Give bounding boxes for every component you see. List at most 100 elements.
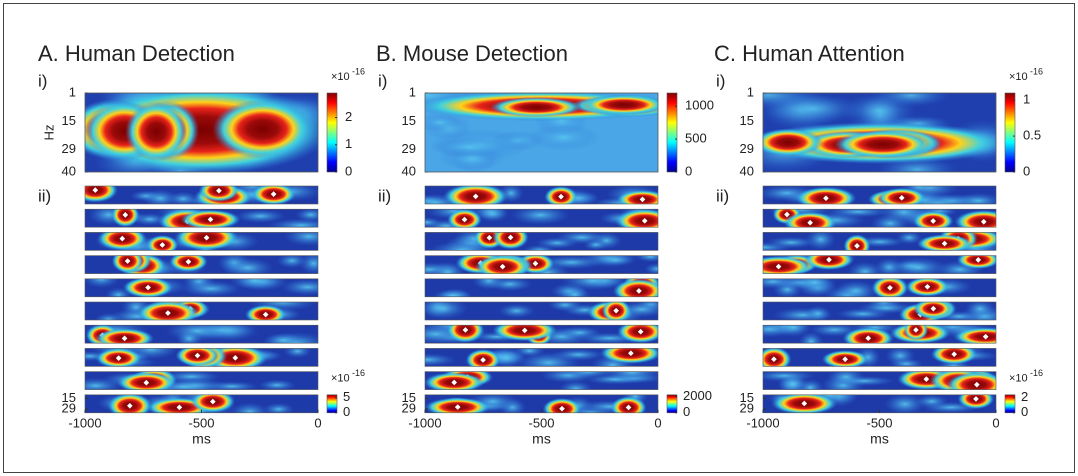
y-tick-label: 1	[69, 84, 76, 99]
peak-marker	[521, 327, 528, 334]
heatmap-soft	[597, 255, 635, 266]
heatmap-soft	[176, 329, 203, 344]
row-label: i)	[716, 71, 725, 90]
colorbar-exponent-base: ×10	[1009, 373, 1028, 385]
x-tick-label: 0	[654, 415, 661, 430]
peak-marker	[771, 356, 777, 363]
heatmap-soft	[432, 289, 472, 297]
y-tick-label: 15	[62, 113, 76, 128]
peak-marker	[975, 257, 982, 263]
heatmap-blob	[763, 348, 792, 367]
peak-marker	[898, 194, 905, 201]
colorbar-exponent-base: ×10	[331, 373, 350, 385]
heatmap	[425, 348, 658, 367]
peak-marker	[472, 193, 479, 200]
heatmap-soft	[889, 358, 924, 367]
peak-marker	[115, 355, 122, 361]
heatmap-blob	[843, 234, 871, 251]
heatmap-soft	[644, 263, 658, 274]
heatmap-soft	[535, 237, 579, 249]
heatmap	[85, 371, 318, 390]
x-label: ms	[192, 431, 211, 447]
heatmap-border	[84, 92, 319, 173]
colorbar-tick-label: 0	[345, 163, 352, 178]
heatmap-border	[424, 208, 659, 228]
heatmap-soft	[559, 380, 593, 390]
heatmap-soft	[229, 278, 280, 290]
heatmap-border	[84, 278, 319, 298]
peak-marker	[613, 307, 619, 314]
heatmap-border	[424, 371, 659, 390]
peak-marker	[637, 328, 644, 335]
heatmap-blob	[490, 97, 583, 118]
heatmap-soft	[510, 209, 571, 225]
heatmap-soft	[915, 394, 949, 409]
heatmap-border	[84, 301, 319, 321]
peak-marker	[121, 335, 128, 342]
heatmap	[763, 278, 996, 297]
heatmap-border	[762, 208, 997, 228]
panel-title: C. Human Attention	[714, 41, 905, 66]
colorbar	[1004, 92, 1016, 173]
peak-marker	[210, 398, 216, 405]
peak-marker	[924, 283, 931, 290]
heatmap-soft	[472, 278, 506, 290]
heatmap-blob	[953, 327, 996, 344]
y-tick-label: 15	[740, 113, 754, 128]
heatmap-soft	[425, 113, 462, 132]
heatmap	[425, 325, 658, 344]
colorbar-tick-label: 1000	[685, 98, 714, 113]
heatmap	[763, 232, 996, 251]
peak-marker	[973, 396, 979, 402]
colorbar-exponent: -16	[1030, 66, 1043, 76]
heatmap-blob	[903, 325, 929, 341]
colorbar	[1004, 394, 1016, 414]
colorbar-exponent: -16	[1030, 368, 1043, 378]
heatmap	[85, 325, 318, 344]
heatmap-blob	[600, 348, 658, 364]
peak-marker	[559, 405, 565, 412]
peak-marker	[930, 218, 937, 224]
heatmap	[425, 93, 658, 172]
peak-marker	[930, 305, 937, 312]
peak-marker	[119, 235, 126, 242]
heatmap-border	[424, 301, 659, 321]
y-tick-label: 29	[402, 141, 416, 156]
heatmap-border	[424, 92, 659, 173]
heatmap-blob	[763, 128, 823, 157]
peak-marker	[923, 376, 930, 382]
x-tick-label: 0	[314, 415, 321, 430]
heatmap-soft	[180, 280, 242, 297]
heatmap-soft	[425, 353, 457, 367]
heatmap-blob	[581, 94, 658, 115]
x-tick-label: -1000	[746, 415, 779, 430]
heatmap-soft	[775, 325, 812, 337]
colorbar	[326, 394, 338, 414]
heatmap	[85, 209, 318, 228]
peak-marker	[951, 351, 957, 358]
heatmap	[85, 394, 318, 413]
heatmap-blob	[957, 394, 995, 410]
heatmap-blob	[954, 209, 996, 228]
heatmap	[425, 209, 658, 228]
heatmap-soft	[793, 278, 837, 292]
heatmap-blob	[492, 232, 529, 250]
peak-marker	[232, 355, 239, 361]
colorbar-tick-label: 5	[343, 389, 350, 404]
heatmap-border	[84, 232, 319, 251]
peak-marker	[194, 352, 201, 359]
heatmap-soft	[547, 302, 583, 312]
colorbar-exponent: -16	[352, 368, 365, 378]
heatmap-border	[762, 301, 997, 321]
heatmap	[763, 394, 996, 413]
peak-marker	[628, 350, 634, 357]
peak-marker	[462, 327, 469, 333]
peak-marker	[143, 379, 150, 386]
heatmap-soft	[884, 394, 926, 413]
heatmap-border	[762, 278, 997, 298]
heatmap	[763, 325, 996, 344]
y-label: Hz	[41, 125, 56, 141]
peak-marker	[913, 327, 919, 333]
peak-marker	[159, 242, 166, 248]
peak-marker	[454, 404, 461, 410]
